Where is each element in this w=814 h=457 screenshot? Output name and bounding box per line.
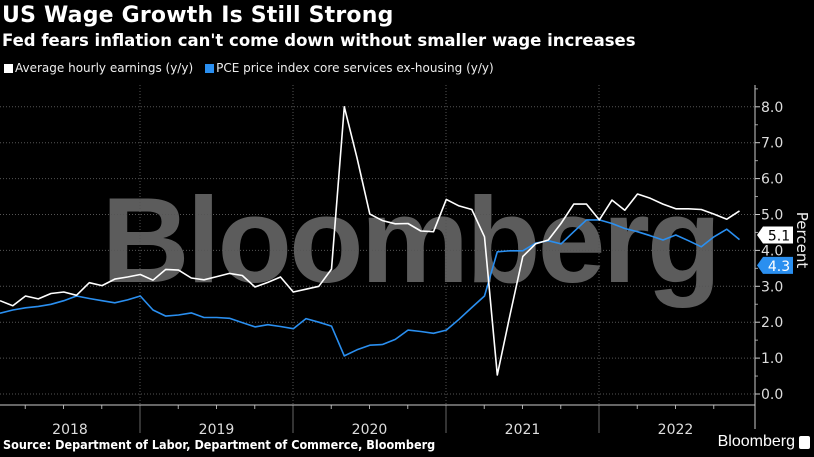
last-value-label: 5.1	[768, 228, 790, 244]
y-tick-label: 1.0	[761, 351, 783, 367]
y-axis-label: Percent	[793, 212, 811, 269]
y-tick-label: 6.0	[761, 172, 783, 188]
series-line-earnings	[0, 106, 740, 376]
legend-swatch	[4, 63, 13, 73]
last-value-badge	[757, 256, 793, 274]
chart-subtitle: Fed fears inflation can't come down with…	[2, 31, 636, 50]
x-tick-label: 2019	[199, 422, 235, 438]
chart-icon	[799, 435, 810, 449]
series-line-pce	[0, 219, 741, 357]
brand-text: Bloomberg	[717, 433, 795, 450]
x-tick-label: 2022	[658, 422, 694, 438]
legend-item-pce: PCE price index core services ex-housing…	[205, 61, 494, 75]
legend-label: PCE price index core services ex-housing…	[216, 61, 494, 75]
legend-item-earnings: Average hourly earnings (y/y)	[4, 61, 193, 75]
last-value-badge	[757, 226, 793, 244]
y-tick-label: 7.0	[761, 136, 783, 152]
y-tick-label: 2.0	[761, 315, 783, 331]
last-value-label: 4.3	[768, 259, 790, 275]
y-tick-label: 5.0	[761, 208, 783, 224]
chart-title: US Wage Growth Is Still Strong	[2, 3, 394, 28]
source-note: Source: Department of Labor, Department …	[3, 437, 436, 452]
y-tick-label: 3.0	[761, 279, 783, 295]
x-tick-label: 2021	[505, 422, 541, 438]
legend: Average hourly earnings (y/y) PCE price …	[4, 61, 494, 75]
x-tick-label: 2020	[352, 422, 388, 438]
bloomberg-logo: Bloomberg	[718, 433, 810, 451]
legend-label: Average hourly earnings (y/y)	[15, 61, 194, 75]
y-tick-label: 8.0	[761, 100, 783, 116]
y-tick-label: 4.0	[761, 243, 783, 259]
watermark: Bloomberg	[102, 172, 719, 308]
legend-swatch	[205, 63, 215, 73]
x-tick-label: 2018	[52, 422, 88, 438]
y-tick-label: 0.0	[761, 387, 783, 403]
